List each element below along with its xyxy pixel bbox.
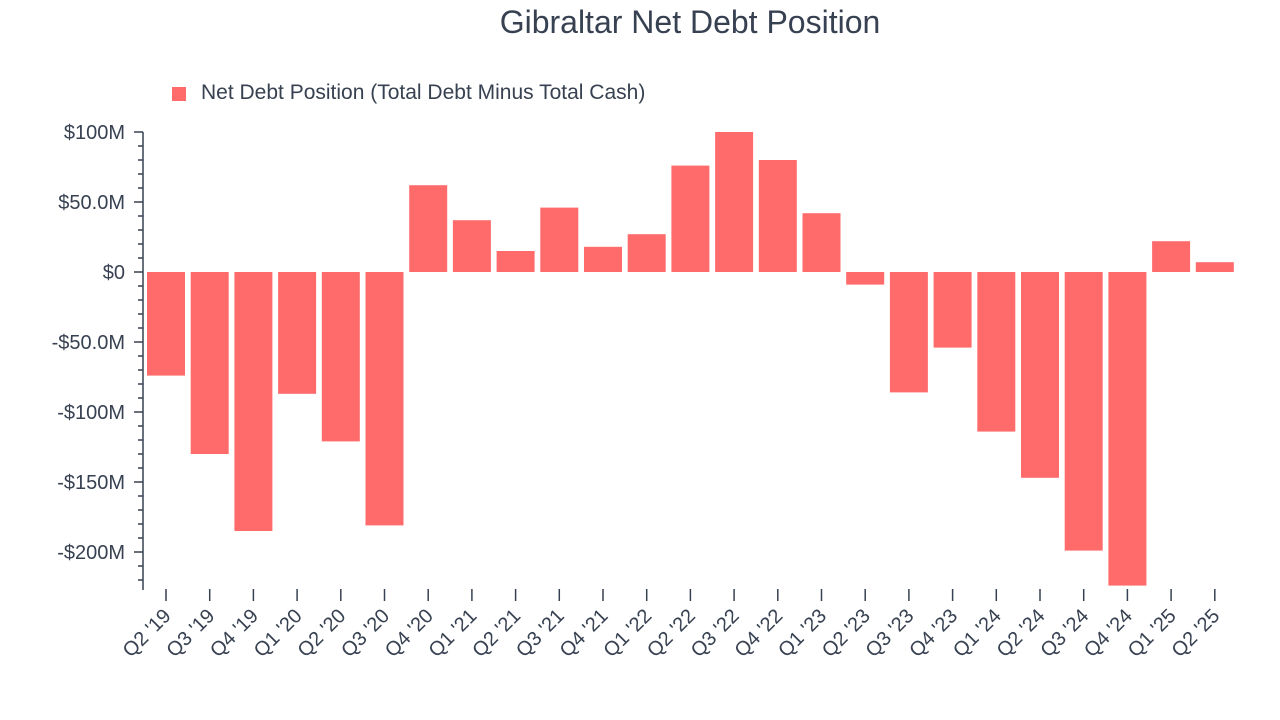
chart-title: Gibraltar Net Debt Position xyxy=(500,4,881,40)
bar-q2-19 xyxy=(147,272,185,376)
x-tick-label: Q1 '22 xyxy=(599,605,656,662)
x-tick-label: Q4 '24 xyxy=(1080,605,1137,662)
bar-q4-21 xyxy=(584,246,622,272)
y-tick-label: -$100M xyxy=(57,402,125,424)
x-tick-label: Q1 '21 xyxy=(425,605,482,662)
bar-q1-24 xyxy=(977,272,1016,432)
bar-q3-21 xyxy=(540,207,579,272)
x-tick-label: Q3 '21 xyxy=(512,605,569,662)
bar-q1-23 xyxy=(802,213,841,272)
x-tick-label: Q3 '22 xyxy=(687,605,744,662)
y-tick-label: -$50.0M xyxy=(52,332,125,354)
y-tick-label: $50.0M xyxy=(58,192,125,214)
y-axis: $100M $50.0M $0 -$50.0M -$100M -$150M -$200M xyxy=(52,122,144,590)
x-tick-label: Q2 '22 xyxy=(643,605,700,662)
bar-q4-23 xyxy=(933,272,972,348)
bar-q2-25 xyxy=(1195,262,1234,272)
bar-q4-22 xyxy=(758,160,797,272)
bar-q1-25 xyxy=(1152,241,1191,272)
x-tick-label: Q4 '21 xyxy=(556,605,613,662)
x-tick-label: Q3 '20 xyxy=(337,605,394,662)
legend: Net Debt Position (Total Debt Minus Tota… xyxy=(172,81,645,104)
bar-q3-24 xyxy=(1064,272,1103,551)
x-tick-label: Q1 '24 xyxy=(949,605,1006,662)
x-tick-label: Q3 '19 xyxy=(162,605,219,662)
bar-q3-22 xyxy=(715,132,754,272)
y-tick-label: $100M xyxy=(64,122,125,144)
bar-q2-23 xyxy=(846,272,885,285)
bar-q2-20 xyxy=(321,272,360,442)
x-tick-label: Q3 '24 xyxy=(1036,605,1093,662)
y-tick-label: -$200M xyxy=(57,542,125,564)
y-tick-label: -$150M xyxy=(57,472,125,494)
x-tick-label: Q4 '20 xyxy=(381,605,438,662)
x-tick-label: Q1 '23 xyxy=(774,605,831,662)
bar-q2-24 xyxy=(1021,272,1059,478)
x-tick-label: Q1 '20 xyxy=(250,605,307,662)
y-tick-label: $0 xyxy=(103,262,125,284)
bars xyxy=(147,132,1234,586)
legend-label: Net Debt Position (Total Debt Minus Tota… xyxy=(201,81,645,104)
x-tick-label: Q2 '25 xyxy=(1168,605,1225,662)
x-tick-label: Q2 '19 xyxy=(119,605,176,662)
bar-q3-19 xyxy=(190,272,229,454)
x-tick-label: Q2 '24 xyxy=(993,605,1050,662)
x-tick-label: Q4 '22 xyxy=(731,605,788,662)
x-tick-label: Q3 '23 xyxy=(862,605,919,662)
bar-q2-22 xyxy=(671,165,710,272)
x-tick-label: Q2 '20 xyxy=(294,605,351,662)
bar-q1-22 xyxy=(627,234,666,272)
legend-swatch xyxy=(172,87,186,101)
bar-q4-24 xyxy=(1108,272,1147,586)
bar-q3-23 xyxy=(889,272,928,393)
x-tick-label: Q4 '23 xyxy=(905,605,962,662)
x-tick-label: Q2 '21 xyxy=(468,605,525,662)
x-tick-label: Q2 '23 xyxy=(818,605,875,662)
x-tick-label: Q4 '19 xyxy=(206,605,263,662)
bar-q4-19 xyxy=(234,272,273,531)
bar-q3-20 xyxy=(365,272,404,526)
bar-q1-21 xyxy=(452,220,491,272)
x-tick-label: Q1 '25 xyxy=(1124,605,1181,662)
bar-q2-21 xyxy=(496,251,535,272)
bar-q1-20 xyxy=(278,272,317,394)
bar-q4-20 xyxy=(409,185,448,272)
